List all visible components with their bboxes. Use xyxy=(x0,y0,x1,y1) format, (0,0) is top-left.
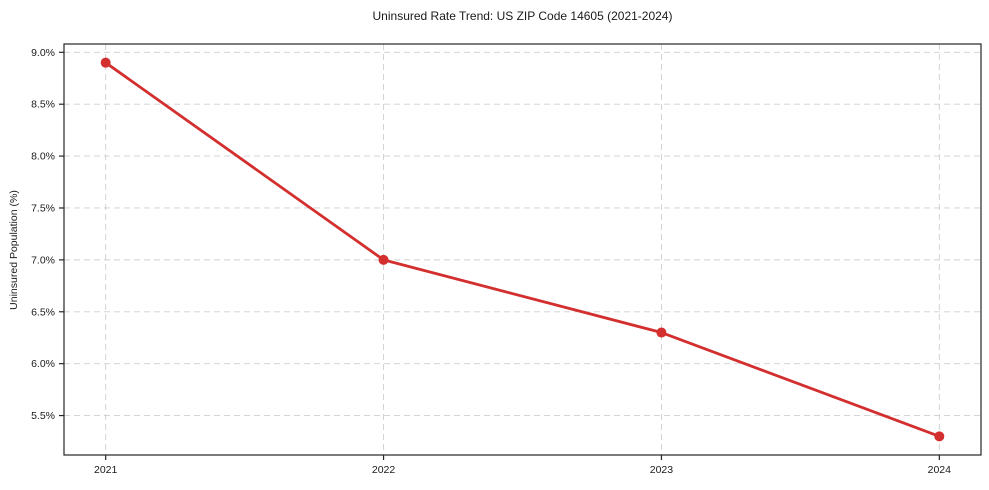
y-tick-label: 6.5% xyxy=(31,306,55,318)
data-point-marker xyxy=(100,57,111,68)
chart-title: Uninsured Rate Trend: US ZIP Code 14605 … xyxy=(372,9,673,23)
x-tick-label: 2022 xyxy=(372,464,396,476)
x-tick-label: 2023 xyxy=(650,464,674,476)
x-tick-label: 2021 xyxy=(94,464,118,476)
y-tick-label: 6.0% xyxy=(31,358,55,370)
data-point-marker xyxy=(934,431,945,442)
x-tick-label: 2024 xyxy=(928,464,952,476)
data-point-marker xyxy=(656,327,667,338)
y-tick-label: 8.5% xyxy=(31,99,55,111)
data-point-marker xyxy=(378,254,389,265)
y-tick-label: 8.0% xyxy=(31,151,55,163)
y-tick-label: 7.0% xyxy=(31,254,55,266)
y-tick-label: 9.0% xyxy=(31,47,55,59)
trend-line xyxy=(104,61,941,438)
y-tick-label: 5.5% xyxy=(31,410,55,422)
y-tick-label: 7.5% xyxy=(31,202,55,214)
plot-border xyxy=(63,43,982,456)
